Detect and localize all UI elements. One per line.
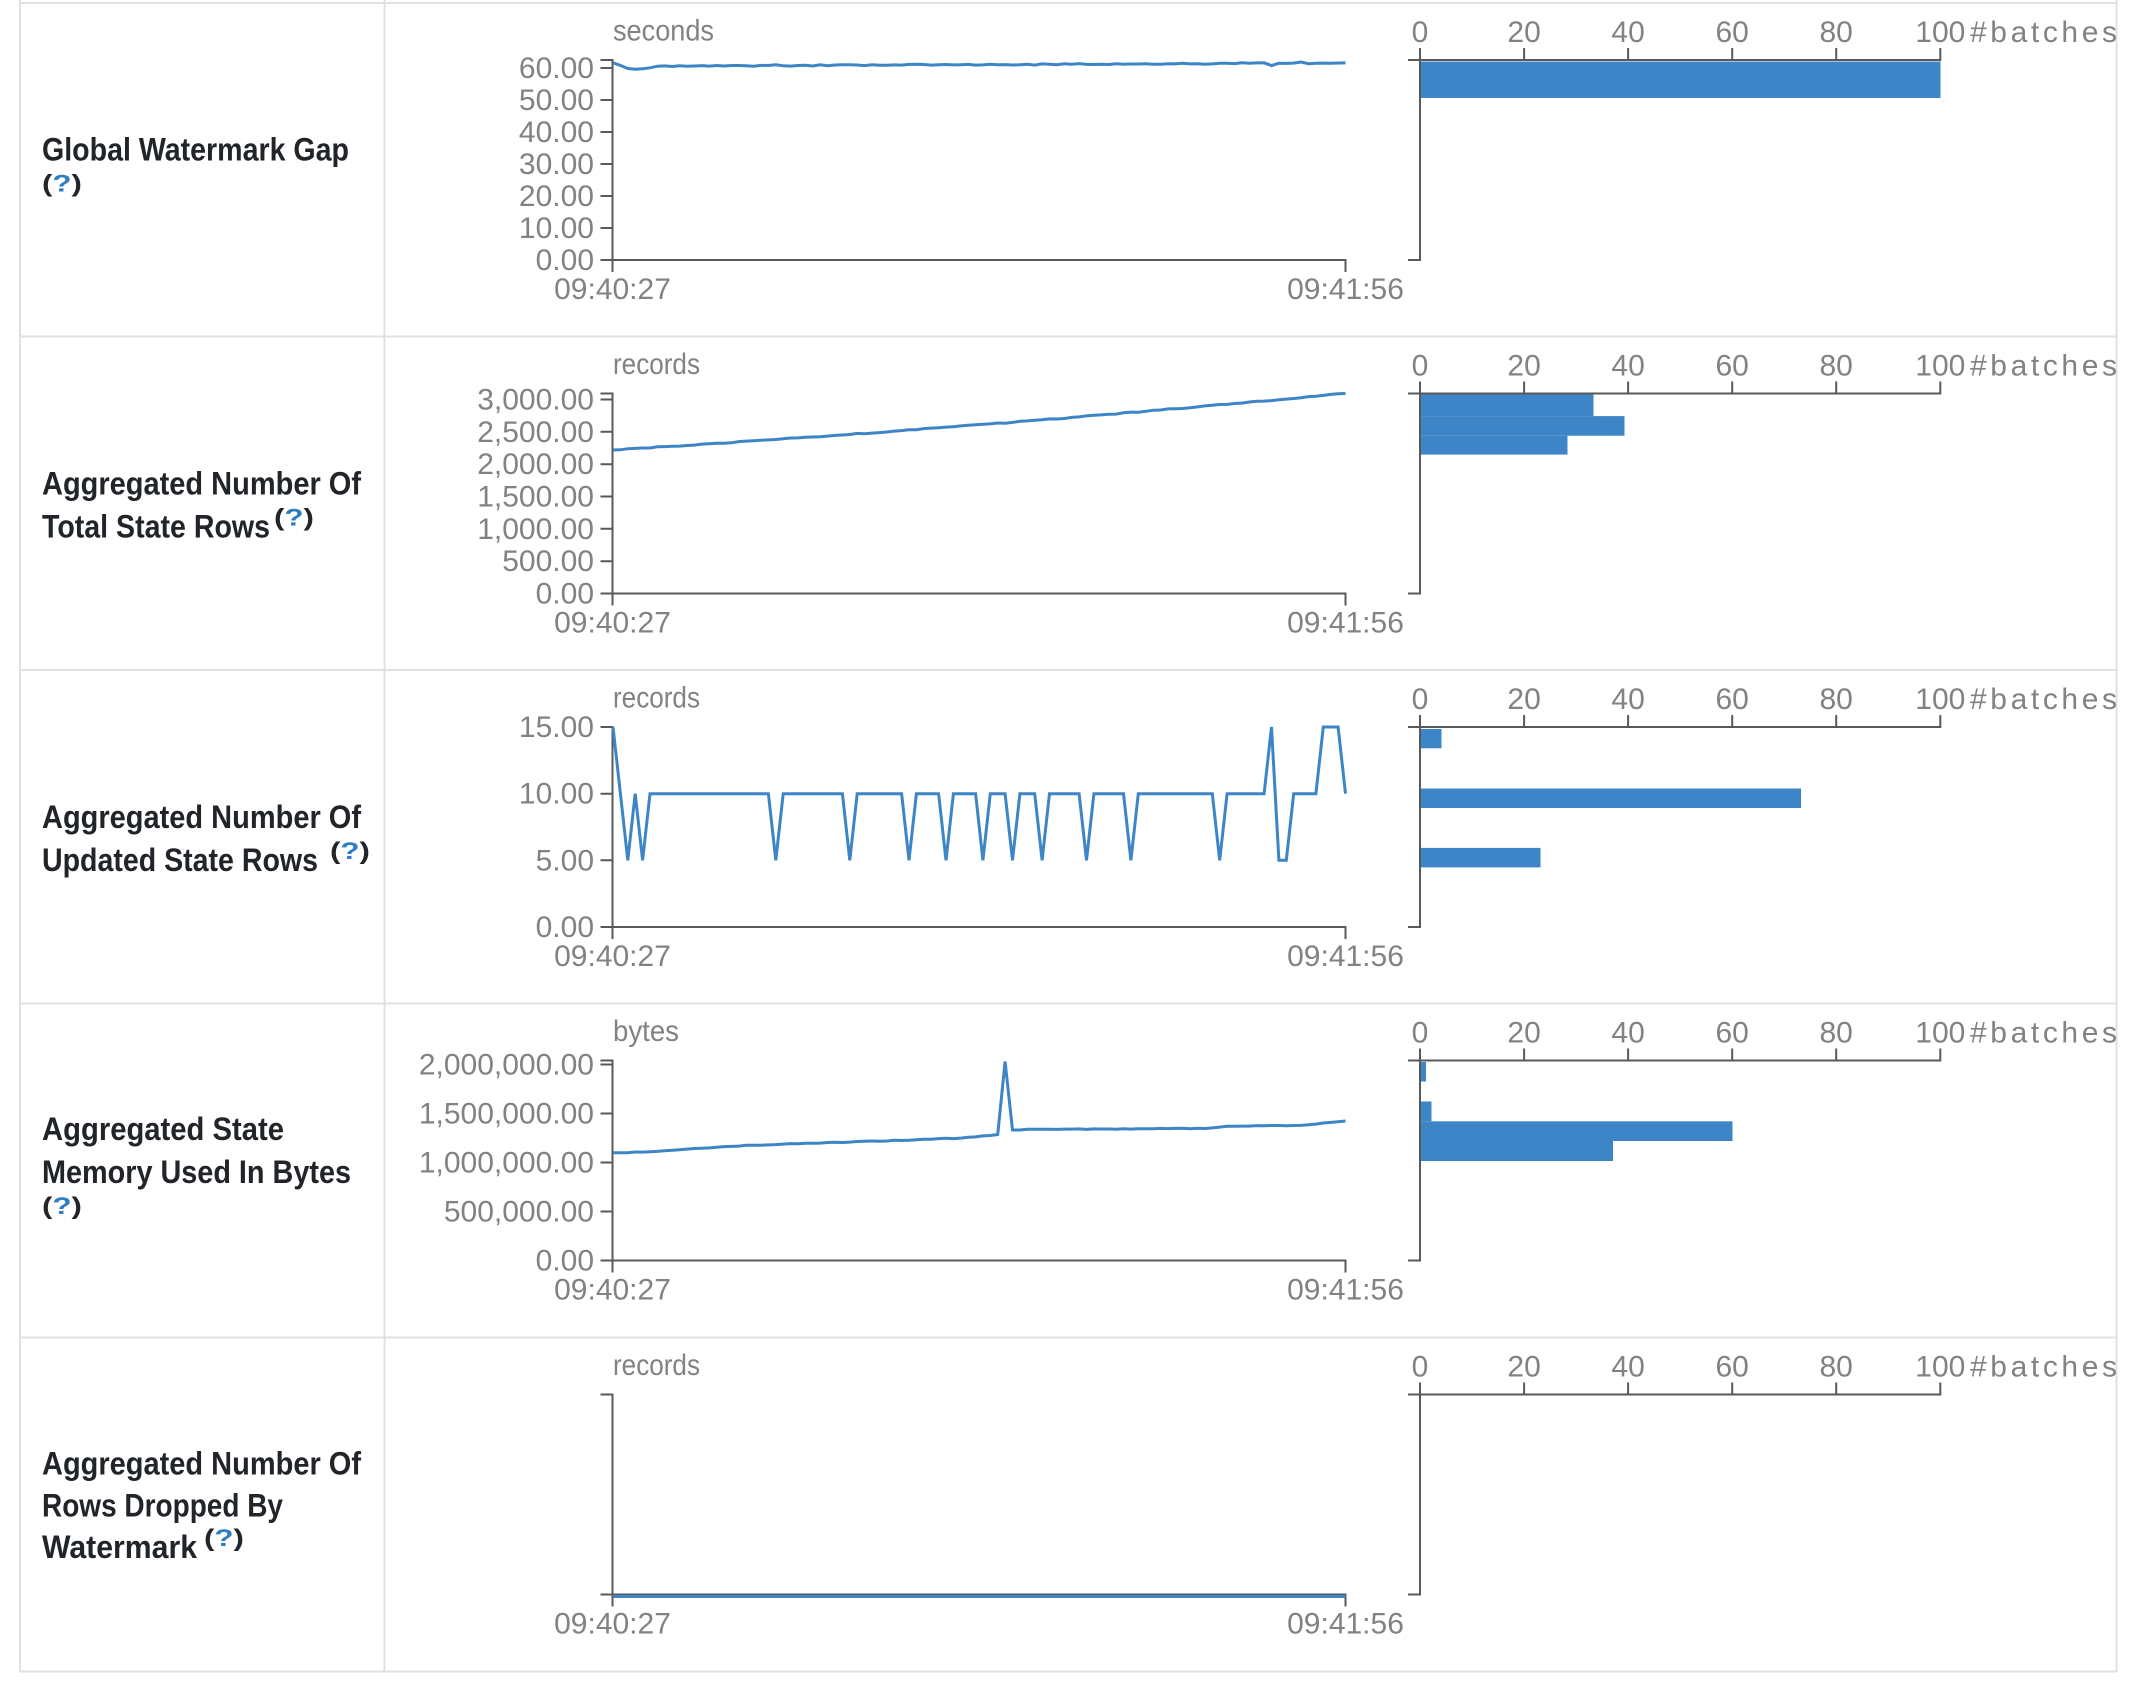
svg-text:Updated State Rows: Updated State Rows bbox=[42, 842, 318, 878]
svg-text:60: 60 bbox=[1716, 16, 1749, 49]
svg-text:100: 100 bbox=[1915, 1351, 1965, 1384]
svg-text:60: 60 bbox=[1716, 1017, 1749, 1050]
svg-text:100: 100 bbox=[1915, 16, 1965, 49]
svg-text:1,500.00: 1,500.00 bbox=[477, 481, 594, 514]
svg-text:40: 40 bbox=[1611, 1351, 1644, 1384]
svg-text:40: 40 bbox=[1611, 683, 1644, 716]
svg-text:0.00: 0.00 bbox=[536, 1245, 594, 1278]
svg-text:20: 20 bbox=[1507, 1351, 1540, 1384]
svg-text:80: 80 bbox=[1820, 683, 1853, 716]
svg-text:records: records bbox=[613, 1349, 700, 1382]
svg-text:#batches: #batches bbox=[1970, 683, 2117, 716]
svg-text:100: 100 bbox=[1915, 683, 1965, 716]
svg-text:500.00: 500.00 bbox=[502, 545, 594, 578]
svg-text:2,500.00: 2,500.00 bbox=[477, 416, 594, 449]
svg-text:(?): (?) bbox=[274, 505, 314, 532]
svg-text:seconds: seconds bbox=[613, 15, 714, 48]
svg-text:1,000,000.00: 1,000,000.00 bbox=[419, 1147, 594, 1180]
svg-text:09:41:56: 09:41:56 bbox=[1287, 607, 1404, 640]
svg-text:09:41:56: 09:41:56 bbox=[1287, 273, 1404, 306]
svg-text:09:41:56: 09:41:56 bbox=[1287, 1274, 1404, 1307]
svg-text:0: 0 bbox=[1412, 1351, 1429, 1384]
svg-text:09:41:56: 09:41:56 bbox=[1287, 1608, 1404, 1641]
svg-text:09:40:27: 09:40:27 bbox=[554, 1274, 671, 1307]
svg-text:0.00: 0.00 bbox=[536, 911, 594, 944]
svg-text:(?): (?) bbox=[330, 838, 370, 865]
svg-text:40.00: 40.00 bbox=[519, 116, 594, 149]
svg-text:(?): (?) bbox=[42, 1193, 82, 1220]
svg-text:2,000,000.00: 2,000,000.00 bbox=[419, 1049, 594, 1082]
svg-text:Aggregated Number Of: Aggregated Number Of bbox=[42, 466, 361, 502]
svg-text:2,000.00: 2,000.00 bbox=[477, 448, 594, 481]
svg-text:15.00: 15.00 bbox=[519, 711, 594, 744]
svg-text:30.00: 30.00 bbox=[519, 148, 594, 181]
svg-text:0.00: 0.00 bbox=[536, 578, 594, 611]
svg-text:20: 20 bbox=[1507, 16, 1540, 49]
svg-text:records: records bbox=[613, 348, 700, 381]
svg-text:Rows Dropped By: Rows Dropped By bbox=[42, 1488, 283, 1524]
svg-text:80: 80 bbox=[1820, 350, 1853, 383]
svg-text:Aggregated Number Of: Aggregated Number Of bbox=[42, 1446, 361, 1482]
svg-text:60: 60 bbox=[1716, 1351, 1749, 1384]
svg-text:500,000.00: 500,000.00 bbox=[444, 1196, 594, 1229]
svg-text:Memory Used In Bytes: Memory Used In Bytes bbox=[42, 1154, 351, 1190]
svg-text:40: 40 bbox=[1611, 350, 1644, 383]
svg-text:100: 100 bbox=[1915, 350, 1965, 383]
svg-text:#batches: #batches bbox=[1970, 1351, 2117, 1384]
svg-text:bytes: bytes bbox=[613, 1015, 679, 1048]
svg-text:3,000.00: 3,000.00 bbox=[477, 384, 594, 417]
svg-text:09:40:27: 09:40:27 bbox=[554, 940, 671, 973]
svg-text:09:40:27: 09:40:27 bbox=[554, 1608, 671, 1641]
svg-text:Watermark: Watermark bbox=[42, 1529, 197, 1565]
svg-text:09:40:27: 09:40:27 bbox=[554, 607, 671, 640]
svg-text:60: 60 bbox=[1716, 683, 1749, 716]
svg-text:80: 80 bbox=[1820, 1351, 1853, 1384]
svg-text:20: 20 bbox=[1507, 350, 1540, 383]
svg-text:0: 0 bbox=[1412, 683, 1429, 716]
svg-text:0.00: 0.00 bbox=[536, 244, 594, 277]
svg-text:#batches: #batches bbox=[1970, 1017, 2117, 1050]
svg-text:20: 20 bbox=[1507, 1017, 1540, 1050]
svg-text:09:41:56: 09:41:56 bbox=[1287, 940, 1404, 973]
svg-text:40: 40 bbox=[1611, 1017, 1644, 1050]
svg-text:0: 0 bbox=[1412, 350, 1429, 383]
svg-text:50.00: 50.00 bbox=[519, 84, 594, 117]
svg-text:80: 80 bbox=[1820, 16, 1853, 49]
svg-text:09:40:27: 09:40:27 bbox=[554, 273, 671, 306]
svg-text:Global Watermark Gap: Global Watermark Gap bbox=[42, 132, 349, 168]
svg-text:10.00: 10.00 bbox=[519, 778, 594, 811]
svg-text:1,500,000.00: 1,500,000.00 bbox=[419, 1098, 594, 1131]
svg-text:10.00: 10.00 bbox=[519, 212, 594, 245]
svg-text:80: 80 bbox=[1820, 1017, 1853, 1050]
svg-text:Aggregated State: Aggregated State bbox=[42, 1111, 284, 1147]
svg-text:records: records bbox=[613, 682, 700, 715]
svg-text:#batches: #batches bbox=[1970, 350, 2117, 383]
svg-text:20: 20 bbox=[1507, 683, 1540, 716]
svg-text:Total State Rows: Total State Rows bbox=[42, 509, 270, 545]
svg-text:20.00: 20.00 bbox=[519, 180, 594, 213]
svg-text:0: 0 bbox=[1412, 16, 1429, 49]
svg-text:0: 0 bbox=[1412, 1017, 1429, 1050]
svg-text:5.00: 5.00 bbox=[536, 844, 594, 877]
svg-text:(?): (?) bbox=[204, 1525, 244, 1552]
svg-text:1,000.00: 1,000.00 bbox=[477, 513, 594, 546]
svg-text:40: 40 bbox=[1611, 16, 1644, 49]
svg-text:#batches: #batches bbox=[1970, 16, 2117, 49]
svg-text:60.00: 60.00 bbox=[519, 52, 594, 85]
svg-text:60: 60 bbox=[1716, 350, 1749, 383]
svg-text:Aggregated Number Of: Aggregated Number Of bbox=[42, 799, 361, 835]
svg-text:100: 100 bbox=[1915, 1017, 1965, 1050]
svg-text:(?): (?) bbox=[42, 171, 82, 198]
